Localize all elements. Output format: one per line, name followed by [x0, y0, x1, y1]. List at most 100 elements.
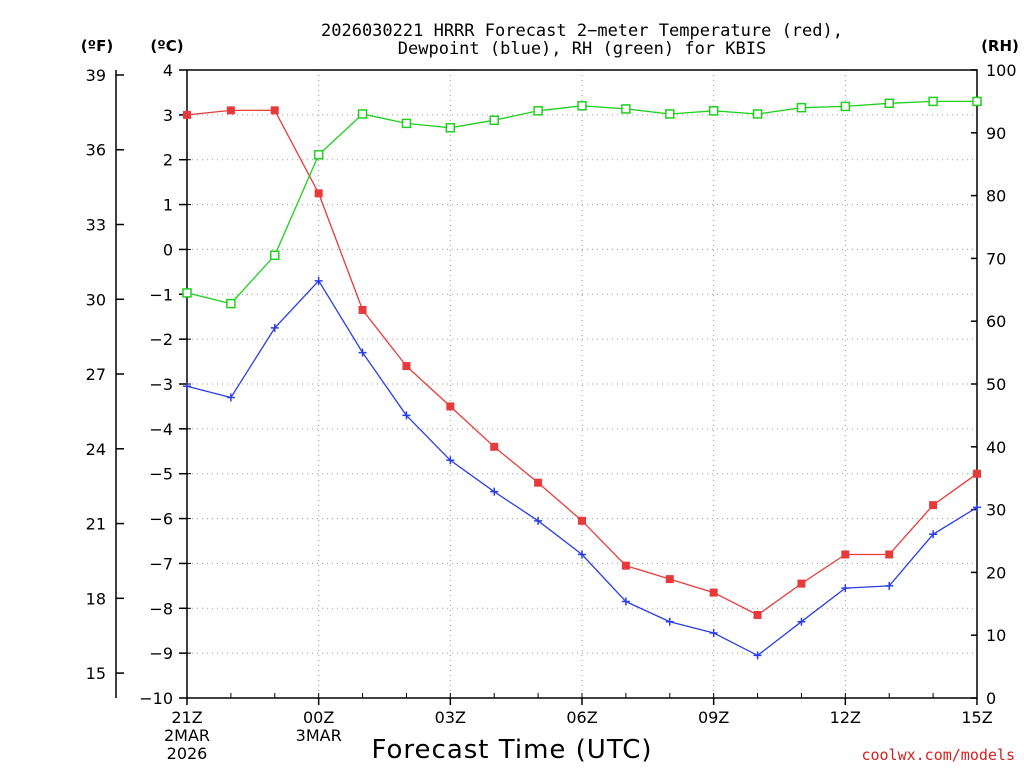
temperature-point — [270, 106, 279, 115]
rh-point — [796, 102, 807, 113]
dewpoint-point — [841, 584, 850, 593]
rh-tick-label: 30 — [986, 501, 1006, 520]
rh-point — [972, 96, 982, 107]
temperature-point — [490, 442, 499, 451]
rh-point — [489, 115, 499, 125]
celsius-tick-label: 3 — [163, 106, 173, 125]
fahrenheit-tick-label: 30 — [86, 290, 106, 309]
celsius-tick-label: −5 — [149, 465, 173, 484]
temperature-point — [753, 611, 762, 620]
rh-tick-label: 0 — [986, 689, 996, 708]
temperature-point — [314, 189, 323, 198]
celsius-tick-label: −7 — [149, 554, 173, 573]
celsius-tick-label: −2 — [149, 330, 173, 349]
rh-point — [445, 123, 456, 133]
data-series — [182, 96, 982, 660]
dewpoint-point — [446, 456, 455, 465]
rh-point — [533, 106, 543, 116]
fahrenheit-tick-label: 27 — [86, 365, 106, 384]
rh-tick-label: 50 — [986, 375, 1006, 394]
dewpoint-point — [797, 617, 806, 626]
temperature-point — [534, 478, 543, 487]
temperature-point — [226, 106, 235, 115]
dewpoint-point — [183, 382, 191, 391]
fahrenheit-tick-label: 18 — [86, 589, 106, 608]
x-axis-title: Forecast Time (UTC) — [371, 735, 652, 765]
celsius-tick-label: −9 — [149, 644, 173, 663]
rh-tick-label: 20 — [986, 563, 1006, 582]
dewpoint-point — [402, 411, 411, 420]
chart-title-line1: 2026030221 HRRR Forecast 2−meter Tempera… — [321, 21, 843, 41]
temperature-point — [841, 550, 850, 559]
celsius-tick-label: −8 — [149, 599, 173, 618]
rh-tick-label: 80 — [986, 187, 1006, 206]
x-tick-label: 03Z — [435, 708, 466, 727]
fahrenheit-tick-label: 24 — [86, 440, 106, 459]
celsius-tick-label: −4 — [149, 420, 173, 439]
dewpoint-point — [490, 487, 499, 496]
dewpoint-line — [186, 279, 978, 657]
x-tick-label: 12Z — [830, 708, 861, 727]
celsius-tick-label: −10 — [139, 689, 173, 708]
x-tick-year-label: 2026 — [167, 744, 208, 763]
temperature-point — [929, 501, 938, 510]
dewpoint-point — [709, 628, 718, 637]
axes — [115, 69, 978, 705]
rh-point — [270, 250, 280, 261]
fahrenheit-tick-label: 39 — [86, 66, 106, 85]
celsius-tick-label: −3 — [149, 375, 173, 394]
temperature-point — [402, 362, 411, 371]
rh-point — [752, 109, 763, 119]
source-credit: coolwx.com/models — [861, 746, 1015, 764]
dewpoint-point — [929, 530, 938, 539]
celsius-tick-label: −1 — [149, 285, 173, 304]
rh-point — [928, 96, 938, 107]
rh-tick-label: 60 — [986, 312, 1006, 331]
fahrenheit-unit-label: (ºF) — [81, 37, 113, 55]
dewpoint-point — [226, 393, 235, 402]
dewpoint-point — [358, 348, 367, 357]
x-tick-label: 06Z — [566, 708, 597, 727]
rh-point — [226, 298, 236, 309]
dewpoint-point — [665, 617, 674, 626]
fahrenheit-tick-label: 36 — [86, 141, 106, 160]
fahrenheit-tick-label: 33 — [86, 216, 106, 235]
rh-point — [577, 101, 587, 111]
rh-tick-label: 100 — [986, 61, 1017, 80]
temperature-point — [973, 469, 981, 478]
rh-tick-label: 70 — [986, 249, 1006, 268]
temperature-point — [797, 579, 806, 588]
dewpoint-point — [753, 651, 762, 660]
rh-unit-label: (RH) — [981, 37, 1019, 55]
dewpoint-point — [621, 597, 630, 606]
temperature-point — [183, 110, 191, 119]
rh-point — [182, 288, 192, 298]
celsius-tick-label: −6 — [149, 510, 173, 529]
celsius-tick-label: 4 — [163, 61, 173, 80]
x-tick-label: 15Z — [961, 708, 992, 727]
temperature-point — [578, 516, 586, 525]
rh-tick-label: 40 — [986, 438, 1006, 457]
temperature-point — [665, 575, 674, 584]
celsius-unit-label: (ºC) — [150, 37, 183, 55]
x-tick-label: 09Z — [698, 708, 729, 727]
dewpoint-point — [578, 550, 586, 559]
rh-point — [708, 106, 719, 116]
temperature-point — [709, 588, 718, 597]
x-tick-label: 21Z — [171, 708, 202, 727]
rh-point — [357, 109, 368, 119]
rh-point — [884, 98, 894, 109]
temperature-point — [446, 402, 455, 411]
dewpoint-point — [973, 503, 981, 512]
rh-line — [186, 100, 977, 305]
celsius-tick-label: 0 — [163, 240, 173, 259]
grid-lines — [187, 70, 977, 698]
rh-point — [621, 104, 631, 114]
celsius-tick-label: 2 — [163, 151, 173, 170]
dewpoint-point — [270, 323, 279, 332]
dewpoint-point — [534, 516, 543, 525]
temperature-point — [885, 550, 894, 559]
rh-point — [313, 150, 324, 160]
chart-title-line2: Dewpoint (blue), RH (green) for KBIS — [398, 39, 766, 59]
